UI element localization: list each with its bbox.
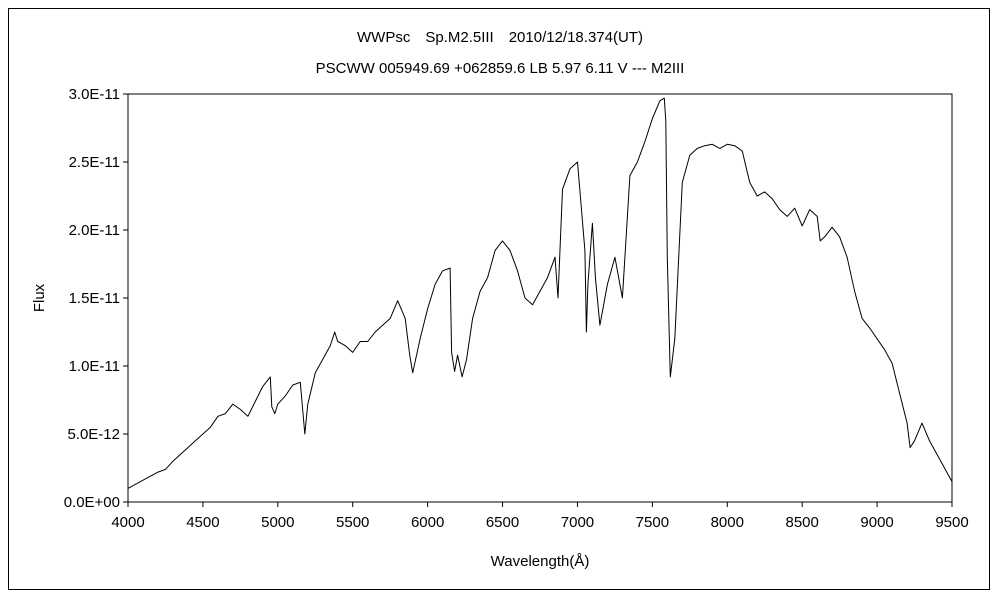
x-tick-label: 9500	[935, 514, 968, 531]
y-axis: 0.0E+00 5.0E-12 1.0E-11 1.5E-11 2.0E-11 2.5E-…	[64, 86, 128, 511]
x-tick-label: 4000	[111, 514, 144, 531]
y-tick-label: 3.0E-11	[69, 86, 120, 103]
x-tick-label: 8500	[785, 514, 818, 531]
chart-subtitle: PSCWW 005949.69 +062859.6 LB 5.97 6.11 V…	[315, 60, 685, 77]
chart-title: WWPsc Sp.M2.5III 2010/12/18.374(UT)	[357, 29, 643, 46]
x-tick-label: 6000	[411, 514, 444, 531]
x-tick-label: 5500	[336, 514, 369, 531]
plot-area	[127, 93, 953, 503]
x-tick-label: 6500	[486, 514, 519, 531]
y-tick-label: 1.5E-11	[69, 290, 120, 307]
x-tick-label: 7500	[636, 514, 669, 531]
y-tick-label: 1.0E-11	[69, 358, 120, 375]
y-tick-label: 2.5E-11	[69, 154, 120, 171]
chart-frame	[8, 8, 990, 590]
y-tick-label: 5.0E-12	[67, 426, 120, 443]
series-group	[127, 97, 953, 489]
y-axis-label: Flux	[31, 283, 48, 312]
x-tick-label: 5000	[261, 514, 294, 531]
y-tick-label: 2.0E-11	[69, 222, 120, 239]
x-axis: 4000 4500 5000 5500 6000 6500 7000 7500 8000 8500…	[111, 502, 969, 531]
x-axis-label: Wavelength(Å)	[491, 553, 590, 570]
x-tick-label: 9000	[860, 514, 893, 531]
x-tick-label: 4500	[186, 514, 219, 531]
y-tick-label: 0.0E+00	[64, 494, 120, 511]
spectrum-line	[127, 97, 953, 489]
x-tick-label: 8000	[711, 514, 744, 531]
x-tick-label: 7000	[561, 514, 594, 531]
